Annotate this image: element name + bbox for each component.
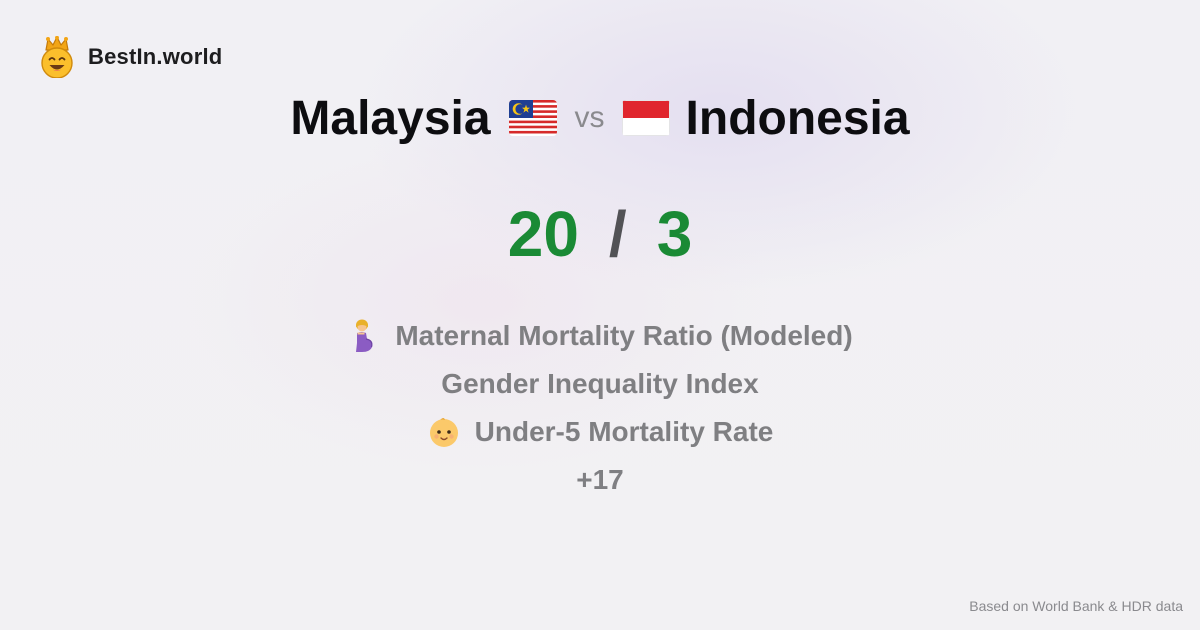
score-separator: / — [608, 198, 627, 270]
vs-separator: vs — [574, 101, 605, 134]
more-count-label: +17 — [576, 464, 624, 495]
left-country-name[interactable]: Malaysia — [290, 91, 491, 145]
comparison-title: Malaysia vs Indonesia — [0, 88, 1200, 148]
crowned-smiley-icon — [41, 36, 73, 78]
metric-label: Under-5 Mortality Rate — [474, 416, 774, 447]
metric-list: Maternal Mortality Ratio (Modeled) Gende… — [0, 312, 1200, 504]
pregnant-woman-icon — [356, 319, 373, 352]
indonesia-flag-icon — [621, 100, 670, 136]
right-score: 3 — [656, 198, 693, 270]
brand[interactable]: BestIn.world — [38, 36, 222, 78]
metric-label: Maternal Mortality Ratio (Modeled) — [395, 320, 853, 351]
metric-item[interactable]: Maternal Mortality Ratio (Modeled) — [0, 312, 1200, 360]
score: 20 / 3 — [0, 196, 1200, 272]
data-source-note: Based on World Bank & HDR data — [969, 598, 1183, 614]
metric-item[interactable]: Gender Inequality Index — [0, 360, 1200, 408]
left-score: 20 — [507, 198, 579, 270]
metric-label: Gender Inequality Index — [441, 368, 759, 399]
metric-item[interactable]: Under-5 Mortality Rate — [0, 408, 1200, 456]
brand-name: BestIn.world — [88, 44, 223, 69]
right-country-name[interactable]: Indonesia — [685, 91, 910, 145]
baby-icon — [429, 418, 458, 447]
malaysia-flag-icon — [508, 100, 557, 136]
more-metrics-count[interactable]: +17 — [0, 456, 1200, 504]
